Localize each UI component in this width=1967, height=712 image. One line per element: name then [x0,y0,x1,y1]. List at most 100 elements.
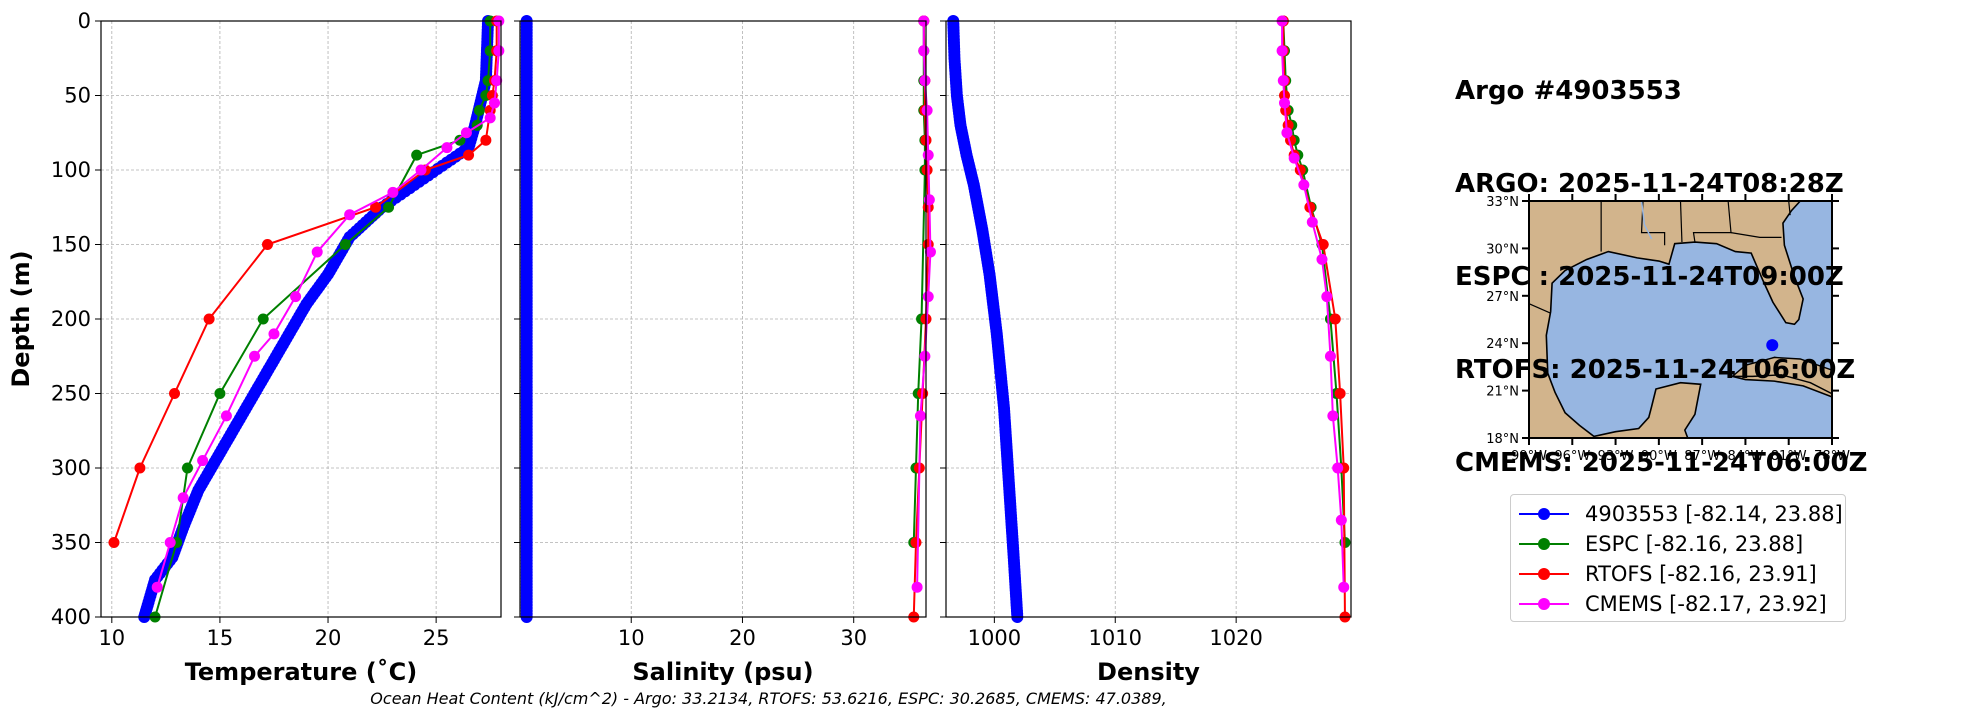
x-tick-label: 15 [207,626,234,650]
map-border [1640,200,1666,246]
series-point [914,410,926,422]
x-tick-label: 30 [840,626,867,650]
map-lat-label: 21°N [1486,385,1519,400]
series-point [460,127,472,139]
series-point [1321,291,1333,303]
series-point [1279,97,1291,109]
legend: 4903553 [-82.14, 23.88] ESPC [-82.16, 23… [1510,494,1846,622]
map-border [1730,232,1782,238]
series-point [249,350,261,362]
series-0 [520,15,533,623]
y-axis-label: Depth (m) [7,250,35,387]
series-point [480,134,492,146]
x-tick-label: 1020 [1209,626,1262,650]
series-point [169,388,181,399]
map-border [1528,303,1551,314]
series-point [220,410,232,422]
series-point [924,246,936,258]
series-point [1324,350,1336,362]
x-tick-label: 1000 [968,626,1021,650]
series-point [489,97,501,109]
legend-item-argo: 4903553 [-82.14, 23.88] [1519,499,1845,529]
x-tick-label: 10 [98,626,125,650]
series-point [290,291,302,303]
y-tick-label: 150 [51,233,91,257]
map-lon-label: 93°W [1598,449,1634,464]
x-tick-label: 20 [729,626,756,650]
series-point [1281,127,1293,139]
series-point [339,239,351,250]
float-info-block: Argo #4903553 ARGO: 2025-11-24T08:28Z ES… [1455,14,1867,510]
y-tick-label: 300 [51,456,91,480]
map-lat-label: 27°N [1486,290,1519,305]
info-line-cmems-time: CMEMS: 2025-11-24T06:00Z [1455,448,1868,478]
map-lon-label: 99°W [1511,449,1547,464]
series-point [922,149,934,161]
series-point [177,492,189,504]
chart-panel-2: 10 20 30 Salinity (psu) [514,15,936,686]
x-tick-label: 25 [423,626,450,650]
series-point [1288,152,1300,164]
info-line-rtofs-time: RTOFS: 2025-11-24T06:00Z [1455,355,1856,385]
y-tick-label: 250 [51,382,91,406]
x-tick-label: 10 [618,626,645,650]
y-tick-label: 350 [51,531,91,555]
series-point [491,75,503,87]
series-point [214,388,226,399]
series-point [921,164,933,176]
series-point [257,313,269,325]
series-point [1277,75,1289,87]
series-point [108,537,120,548]
legend-marker-argo [1519,499,1569,529]
series-point [441,142,453,154]
y-tick-label: 0 [78,9,91,33]
series-point [1334,388,1346,399]
series-point [910,537,922,548]
series-point [261,239,273,250]
series-point [1276,45,1288,57]
series-point [181,462,193,474]
legend-item-espc: ESPC [-82.16, 23.88] [1519,529,1845,559]
series-point [268,328,280,340]
series-point [922,291,934,303]
info-line-argo-time: ARGO: 2025-11-24T08:28Z [1455,169,1844,199]
x-axis-label: Salinity (psu) [632,658,813,686]
x-tick-label: 1010 [1089,626,1142,650]
series-point [911,581,923,593]
series-point [1335,514,1347,526]
x-tick-label: 20 [315,626,342,650]
map-lon-label: 81°W [1771,449,1807,464]
map-lon-label: 78°W [1814,449,1850,464]
series-point [134,462,146,474]
y-tick-label: 400 [51,605,91,629]
series-1 [149,15,496,623]
footer-text: Ocean Heat Content (kJ/cm^2) - Argo: 33.… [370,689,1167,708]
legend-marker-rtofs [1519,559,1569,589]
map-lon-label: 87°W [1684,449,1720,464]
legend-item-cmems: CMEMS [-82.17, 23.92] [1519,589,1845,619]
series-point [203,313,215,325]
legend-item-rtofs: RTOFS [-82.16, 23.91] [1519,559,1845,589]
series-3 [151,15,505,593]
map-float-marker [1766,339,1779,352]
series-point [411,149,423,161]
map-lon-label: 84°W [1727,449,1763,464]
info-line-argo-id: Argo #4903553 [1455,76,1682,106]
x-axis-label: Density [1097,658,1200,686]
series-point [370,201,382,213]
info-line-espc-time: ESPC : 2025-11-24T09:00Z [1455,262,1844,292]
chart-panel-3: 1000 1010 1020 Density [940,15,1352,686]
legend-marker-espc [1519,529,1569,559]
series-point [344,209,356,221]
series-point [454,134,466,146]
series-point [493,45,505,57]
legend-label-argo: 4903553 [-82.14, 23.88] [1585,502,1843,526]
y-tick-label: 200 [51,307,91,331]
footer-ohc-caption: Ocean Heat Content (kJ/cm^2) - Argo: 33.… [0,689,1967,708]
series-point [1317,239,1329,250]
series-point [918,45,930,57]
series-point [1338,581,1350,593]
map-border [1788,200,1791,216]
series-point [415,164,427,176]
